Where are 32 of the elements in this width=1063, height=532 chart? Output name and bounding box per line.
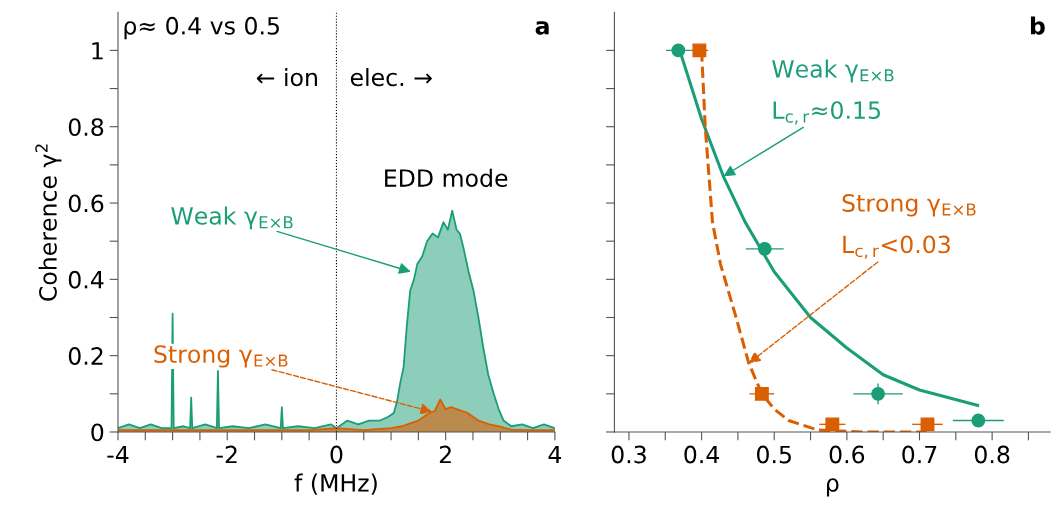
x-tick-label: 4 xyxy=(548,445,562,464)
annotation: L$_{c,r}$<0.03 xyxy=(843,235,950,259)
annotation: Strong γ$_{E×B}$ xyxy=(154,345,288,368)
annotation: a xyxy=(535,21,549,35)
x-tick-label: 0.4 xyxy=(684,445,720,464)
y-tick-label: 0.6 xyxy=(68,194,104,213)
annotation: elec. → xyxy=(350,67,432,87)
x-tick-label: 0.3 xyxy=(611,445,646,464)
x-tick-label: -2 xyxy=(216,445,237,464)
annotation: b xyxy=(1030,16,1045,35)
y-tick-label: 0.8 xyxy=(68,118,104,137)
x-axis-title: ρ xyxy=(826,478,839,497)
x-tick-label: 2 xyxy=(439,445,451,464)
y-tick-label: 0.2 xyxy=(68,347,103,365)
annotation: ← ion xyxy=(256,67,317,87)
x-axis-title: f (MHz) xyxy=(294,473,377,495)
annotation: Weak γ$_{E×B}$ xyxy=(171,206,293,230)
annotation: EDD mode xyxy=(385,168,508,187)
x-tick-label: -4 xyxy=(107,445,129,464)
x-tick-label: 0.6 xyxy=(829,445,865,464)
x-tick-label: 0 xyxy=(330,445,343,464)
annotation: ρ≈ 0.4 vs 0.5 xyxy=(124,16,279,40)
annotation: L$_{c,r}$≈0.15 xyxy=(773,101,880,125)
y-tick-label: 1 xyxy=(92,42,103,60)
x-tick-label: 0.5 xyxy=(757,445,791,464)
y-tick-label: 0.4 xyxy=(68,270,104,289)
x-tick-label: 0.8 xyxy=(974,445,1010,464)
annotation: Weak γ$_{E×B}$ xyxy=(772,59,894,83)
annotation: Strong γ$_{E×B}$ xyxy=(842,194,976,217)
y-axis-title: Coherence γ$^{2}$ xyxy=(35,144,62,301)
x-tick-label: 0.7 xyxy=(902,445,937,464)
y-tick-label: 0 xyxy=(91,423,104,442)
